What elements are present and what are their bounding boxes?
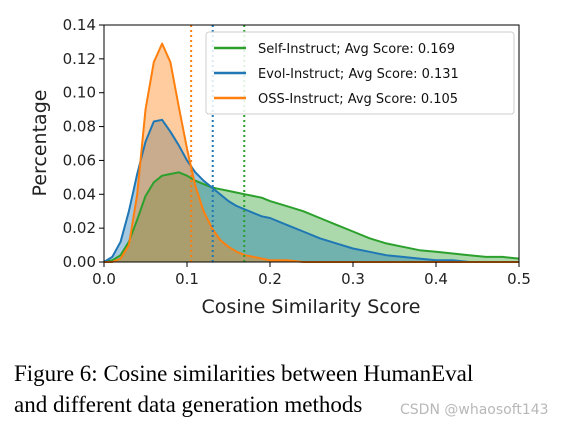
x-axis-title: Cosine Similarity Score xyxy=(202,296,421,318)
x-tick-label: 0.4 xyxy=(424,270,448,288)
figure-caption: Figure 6: Cosine similarities between Hu… xyxy=(14,358,559,420)
plot-frame xyxy=(103,24,520,263)
legend-label-self-instruct: Self-Instruct; Avg Score: 0.169 xyxy=(258,42,455,57)
area-self-instruct xyxy=(104,172,519,262)
y-tick-label: 0.06 xyxy=(63,151,96,169)
y-tick-label: 0.02 xyxy=(63,219,96,237)
x-tick-label: 0.3 xyxy=(341,270,365,288)
y-tick-label: 0.00 xyxy=(63,253,96,271)
legend-box xyxy=(205,31,515,115)
y-tick-label: 0.14 xyxy=(63,16,96,34)
caption-line-1: Figure 6: Cosine similarities between Hu… xyxy=(14,361,474,386)
y-tick-label: 0.04 xyxy=(63,185,96,203)
caption-line-2: and different data generation methods xyxy=(14,392,363,417)
legend-label-evol-instruct: Evol-Instruct; Avg Score: 0.131 xyxy=(258,67,459,82)
y-tick-label: 0.12 xyxy=(63,50,96,68)
y-tick-label: 0.10 xyxy=(63,84,96,102)
watermark-text: CSDN @whaosoft143 xyxy=(400,402,549,418)
area-evol-instruct xyxy=(104,119,519,262)
y-axis-title: Percentage xyxy=(29,90,51,197)
legend: Self-Instruct; Avg Score: 0.169 Evol-Inst… xyxy=(205,31,515,115)
x-axis-ticks: 0.0 0.1 0.2 0.3 0.4 0.5 xyxy=(92,262,531,288)
y-tick-label: 0.08 xyxy=(63,118,96,136)
x-tick-label: 0.1 xyxy=(175,270,199,288)
legend-label-oss-instruct: OSS-Instruct; Avg Score: 0.105 xyxy=(258,92,458,107)
line-evol-instruct xyxy=(103,118,519,263)
x-tick-label: 0.2 xyxy=(258,270,282,288)
chart: 0.0 0.1 0.2 0.3 0.4 0.5 0.000.020.040.060.080… xyxy=(29,16,531,318)
x-tick-label: 0.5 xyxy=(507,270,531,288)
y-axis-ticks: 0.00 0.02 0.04 0.06 0.08 0.10 0.12 0.14 xyxy=(63,16,104,271)
line-self-instruct xyxy=(103,171,520,263)
x-tick-label: 0.0 xyxy=(92,270,116,288)
